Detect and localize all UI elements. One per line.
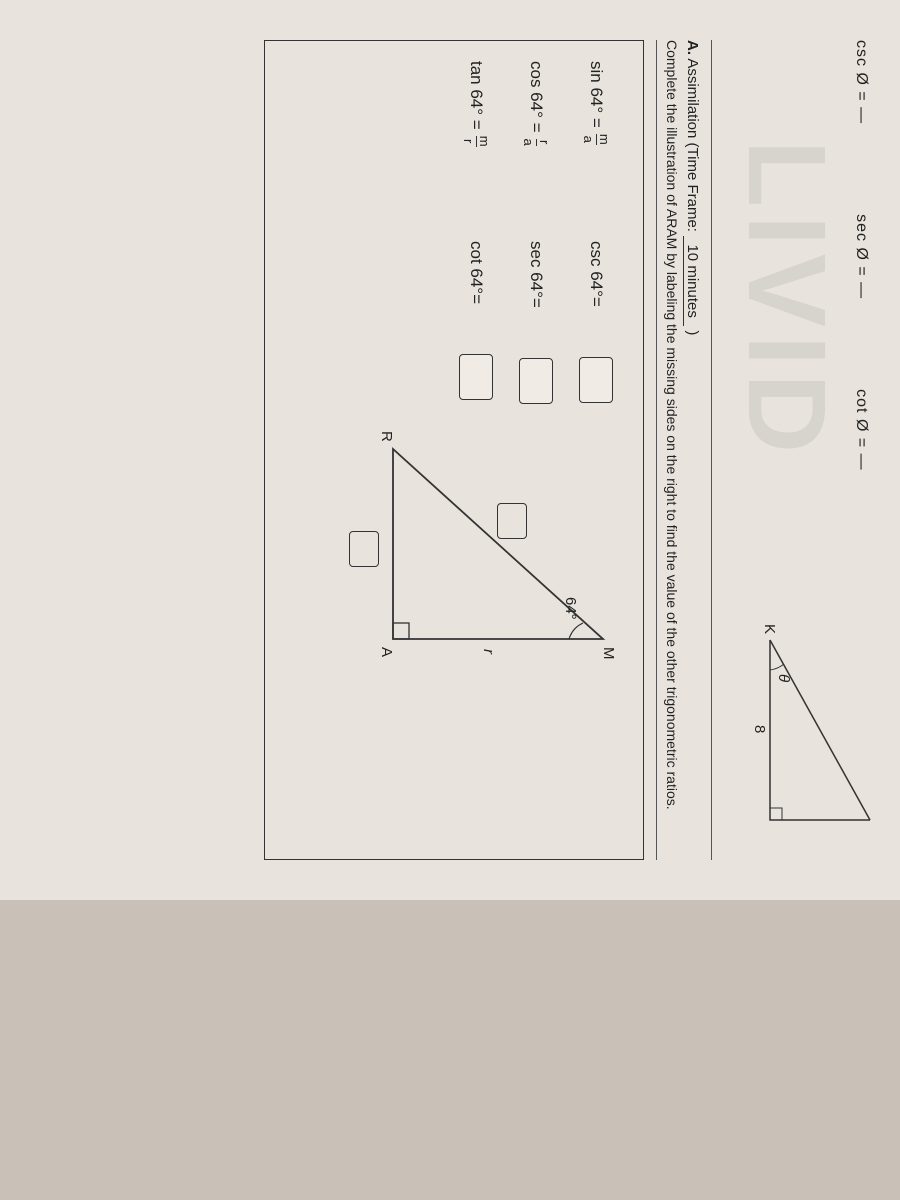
triangle-k-base: 8 (751, 725, 768, 733)
tan-label: tan 64° = (466, 61, 486, 130)
sin-frac: m a (582, 134, 611, 145)
cos-frac: r a (522, 139, 551, 146)
worksheet-box: sin 64° = m a csc 64°= cos 64° = r a sec… (264, 40, 644, 860)
cot-identity: cot Ø = — (852, 389, 870, 470)
sin-num: m (598, 134, 611, 145)
section-a-title: Assimilation (Time Frame: (684, 58, 701, 236)
watermark: LIVID (723, 140, 850, 461)
triangle-k-vertex-k: K (761, 624, 778, 634)
sec-identity: sec Ø = — (852, 214, 870, 299)
section-a: A. Assimilation (Time Frame: 10 minutes … (656, 40, 712, 860)
section-a-close: ) (684, 330, 701, 335)
vertex-m: M (600, 647, 617, 660)
tan-den: r (462, 139, 475, 143)
cos-bar (536, 139, 537, 146)
vertex-a: A (378, 647, 395, 657)
sec-label: sec 64°= (526, 241, 546, 308)
triangle-k-svg (760, 630, 880, 840)
triangle-aram: M 64° r A R (358, 419, 623, 679)
tan-bar (476, 136, 477, 147)
sin-bar (596, 134, 597, 145)
csc-identity: csc Ø = — (852, 40, 870, 124)
sec-answer-box[interactable] (519, 358, 553, 404)
section-a-description: Complete the illustration of ARAM by lab… (661, 40, 681, 860)
cos-den: a (522, 139, 535, 146)
cos-left: cos 64° = r a (522, 61, 551, 191)
csc-answer-box[interactable] (579, 357, 613, 403)
base-blank[interactable] (349, 531, 379, 567)
time-frame-blank[interactable]: 10 minutes (683, 236, 701, 326)
csc-label: csc 64°= (586, 241, 606, 307)
section-a-heading: A. Assimilation (Time Frame: 10 minutes … (683, 40, 701, 860)
cos-num: r (538, 140, 551, 144)
tan-frac: m r (462, 136, 491, 147)
side-r: r (480, 649, 497, 654)
cos-label: cos 64° = (526, 61, 546, 133)
triangle-aram-svg (363, 419, 623, 679)
tan-left: tan 64° = m r (462, 61, 491, 191)
sin-label: sin 64° = (586, 61, 606, 128)
section-a-letter: A. (684, 40, 701, 55)
cot-answer-box[interactable] (459, 354, 493, 400)
sin-left: sin 64° = m a (582, 61, 611, 191)
triangle-k: K θ 8 (755, 630, 880, 840)
page: LIVID csc Ø = — sec Ø = — cot Ø = — K θ … (0, 0, 900, 900)
angle-64: 64° (562, 597, 579, 620)
triangle-k-theta: θ (775, 674, 792, 682)
sin-den: a (582, 136, 595, 143)
cot-label: cot 64°= (466, 241, 486, 304)
hypotenuse-blank[interactable] (497, 503, 527, 539)
tan-num: m (478, 136, 491, 147)
vertex-r: R (378, 431, 395, 442)
